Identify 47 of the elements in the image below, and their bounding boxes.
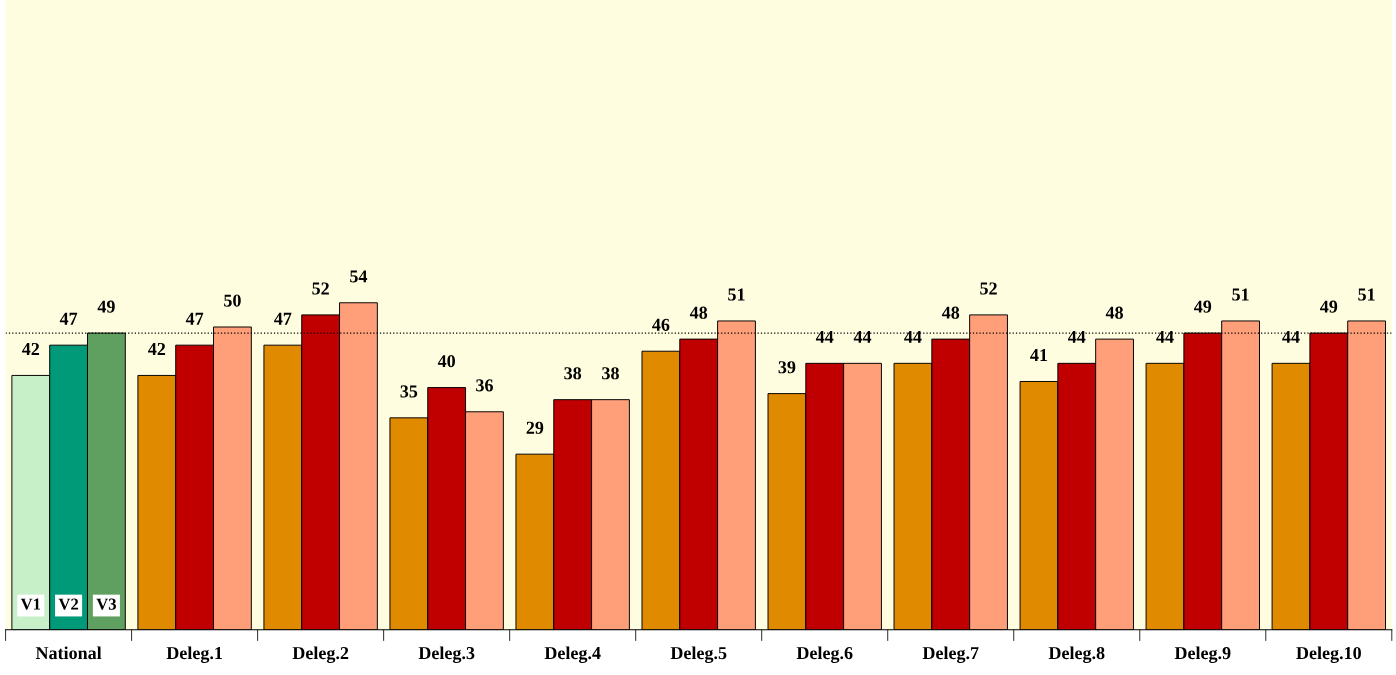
- x-tick-label: National: [35, 646, 102, 660]
- data-label: 42: [148, 342, 166, 355]
- data-label: 54: [350, 270, 368, 283]
- data-label: 51: [728, 288, 745, 301]
- data-label: 44: [815, 330, 834, 343]
- x-tick-label: Deleg.8: [1048, 646, 1105, 663]
- data-label: 49: [1194, 300, 1212, 313]
- data-label: 47: [274, 312, 292, 325]
- data-label: 52: [312, 282, 329, 295]
- x-tick-label: Deleg.10: [1296, 646, 1361, 663]
- data-label: 51: [1232, 288, 1249, 301]
- data-label: 47: [185, 312, 204, 325]
- data-label: 38: [602, 367, 619, 380]
- data-label: 51: [1358, 288, 1375, 301]
- x-tick-label: Deleg.1: [166, 646, 223, 663]
- data-label: 35: [400, 385, 418, 398]
- data-label: 36: [476, 379, 493, 392]
- x-tick-label: Deleg.4: [544, 646, 601, 663]
- x-tick-label: Deleg.3: [418, 646, 475, 663]
- data-label: 41: [1030, 349, 1048, 361]
- data-label: 44: [853, 330, 872, 343]
- x-tick-label: Deleg.5: [670, 646, 727, 663]
- data-label: 50: [224, 294, 241, 307]
- data-label: 47: [59, 312, 78, 325]
- data-label: 42: [22, 342, 40, 355]
- data-label: 49: [1320, 300, 1338, 313]
- series-label: V3: [96, 598, 117, 610]
- data-label: 44: [1156, 330, 1174, 343]
- data-label: 29: [526, 421, 544, 434]
- data-label: 40: [437, 355, 455, 368]
- data-label: 52: [980, 282, 997, 295]
- data-label: 49: [97, 300, 115, 313]
- x-tick-label: Deleg.7: [922, 646, 979, 663]
- data-label: 46: [652, 318, 670, 331]
- x-tick-label: Deleg.6: [796, 646, 853, 663]
- x-tick-label: Deleg.2: [292, 646, 349, 663]
- data-label: 44: [904, 330, 922, 343]
- data-label: 48: [689, 306, 708, 319]
- series-label: V1: [20, 598, 41, 610]
- x-tick-label: Deleg.9: [1174, 646, 1231, 663]
- data-label: 39: [778, 361, 796, 374]
- data-label: 44: [1282, 330, 1300, 343]
- data-label: 48: [941, 306, 960, 319]
- data-label: 48: [1105, 306, 1123, 319]
- data-label: 38: [564, 367, 582, 380]
- data-label: 44: [1067, 330, 1086, 343]
- series-label: V2: [58, 598, 79, 610]
